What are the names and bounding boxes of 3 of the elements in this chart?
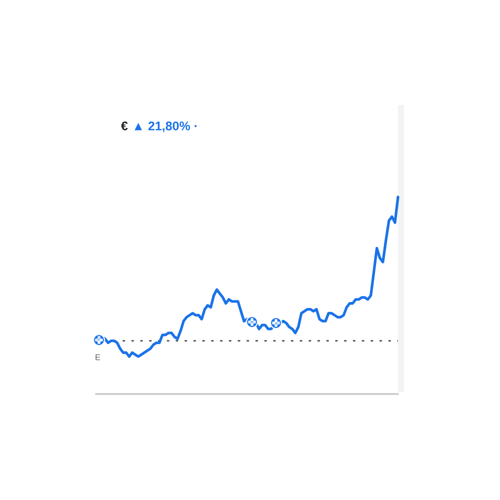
chart-title: € xyxy=(121,122,128,130)
chart-subtitle: ▲ 21,80% · xyxy=(134,122,196,132)
annotation: E xyxy=(96,354,100,360)
